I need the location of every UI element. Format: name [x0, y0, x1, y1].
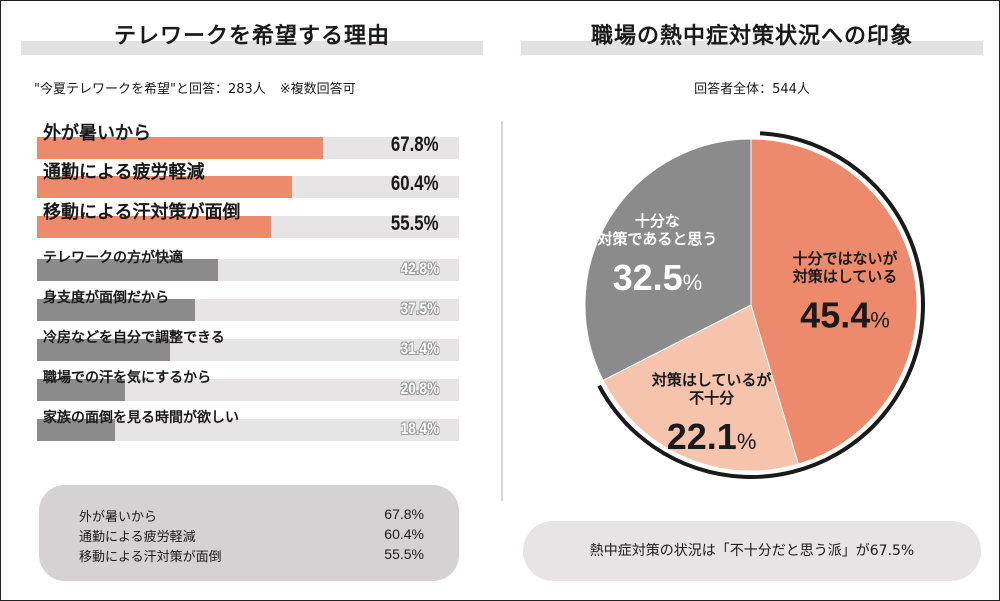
panel-divider	[501, 121, 503, 501]
pie-slice	[602, 304, 799, 472]
respondent-count: "今夏テレワークを希望"と回答：283人	[34, 82, 266, 97]
summary-row: 通勤による疲労軽減 60.4%	[79, 526, 424, 545]
bar	[37, 137, 323, 159]
bar-label: テレワークの方が快適	[43, 250, 183, 266]
right-panel-subtitle: 回答者全体：544人	[694, 82, 810, 97]
summary-row: 外が暑いから 67.8%	[79, 506, 424, 525]
bar-row: 通勤による疲労軽減 60.4%	[37, 158, 459, 198]
bar-track	[37, 379, 459, 401]
bar-value-label: 20.8%	[400, 379, 439, 398]
pie-slice-value: 22.1%	[667, 416, 757, 457]
summary-box: 外が暑いから 67.8% 通勤による疲労軽減 60.4% 移動による汗対策が面倒…	[39, 485, 459, 581]
bar-row: テレワークの方が快適 42.8%	[37, 241, 459, 281]
pie-slice	[750, 138, 918, 465]
pie-slice-caption: 不十分	[689, 389, 734, 407]
bar-label: 冷房などを自分で調整できる	[43, 330, 225, 346]
left-panel: テレワークを希望する理由 "今夏テレワークを希望"と回答：283人 ※複数回答可 …	[1, 1, 501, 600]
bar-label: 家族の面倒を見る時間が欲しい	[43, 410, 239, 426]
bar	[37, 216, 271, 238]
bar-track	[37, 419, 459, 441]
bar	[37, 339, 170, 361]
summary-value: 67.8%	[384, 506, 424, 522]
bar-row: 冷房などを自分で調整できる 31.4%	[37, 321, 459, 361]
pie-slice-caption: 対策はしている	[792, 267, 898, 285]
bar-row: 身支度が面倒だから 37.5%	[37, 281, 459, 321]
pie-slice-caption: 十分ではないが	[792, 249, 898, 267]
multiple-answer-note: ※複数回答可	[279, 82, 356, 97]
bar	[37, 379, 125, 401]
right-panel-title: 職場の熱中症対策状況への印象	[590, 24, 913, 49]
summary-label: 通勤による疲労軽減	[79, 530, 196, 545]
pie-slice-value: 45.4%	[800, 294, 890, 335]
bar	[37, 419, 115, 441]
bar-value-label: 18.4%	[400, 419, 439, 438]
bar-value-label: 60.4%	[391, 172, 439, 195]
pie-slice-caption: 対策であると思う	[596, 230, 717, 248]
left-panel-subtitle: "今夏テレワークを希望"と回答：283人 ※複数回答可	[34, 78, 356, 97]
bar-value-label: 37.5%	[400, 299, 439, 318]
bar-label: 通勤による疲労軽減	[43, 162, 205, 183]
summary-value: 55.5%	[384, 546, 424, 562]
bar-value-label: 55.5%	[391, 212, 439, 235]
summary-row: 移動による汗対策が面倒 55.5%	[79, 546, 424, 565]
bar-label: 職場での汗を気にするから	[43, 370, 212, 386]
bar-label: 外が暑いから	[43, 123, 151, 144]
pie-slice-caption: 対策はしているが	[651, 371, 773, 389]
title-underline	[21, 41, 483, 55]
conclusion-note: 熱中症対策の状況は「不十分だと思う派」が67.5%	[523, 521, 981, 581]
bar-value-label: 42.8%	[400, 259, 439, 278]
bar-label: 移動による汗対策が面倒	[43, 202, 241, 223]
pie-slice-caption: 十分な	[635, 212, 680, 230]
bar-row: 外が暑いから 67.8%	[37, 119, 459, 159]
bar-row: 移動による汗対策が面倒 55.5%	[37, 198, 459, 238]
bar-value-label: 31.4%	[400, 339, 439, 358]
bar	[37, 176, 292, 198]
summary-label: 移動による汗対策が面倒	[79, 550, 222, 565]
pie-slice-value: 32.5%	[613, 257, 703, 298]
bar	[37, 259, 218, 281]
bar-value-label: 67.8%	[391, 133, 439, 156]
pie-chart: 十分ではないが対策はしている45.4%対策はしているが不十分22.1%十分な対策…	[584, 131, 925, 479]
summary-value: 60.4%	[384, 526, 424, 542]
bar-label: 身支度が面倒だから	[43, 290, 169, 306]
bar-row: 職場での汗を気にするから 20.8%	[37, 361, 459, 401]
summary-label: 外が暑いから	[79, 510, 158, 525]
bar	[37, 299, 195, 321]
pie-slice	[584, 138, 752, 382]
insufficient-group-arc	[597, 131, 925, 479]
left-panel-title: テレワークを希望する理由	[113, 24, 390, 49]
title-underline	[521, 41, 983, 55]
bar-row: 家族の面倒を見る時間が欲しい 18.4%	[37, 401, 459, 441]
